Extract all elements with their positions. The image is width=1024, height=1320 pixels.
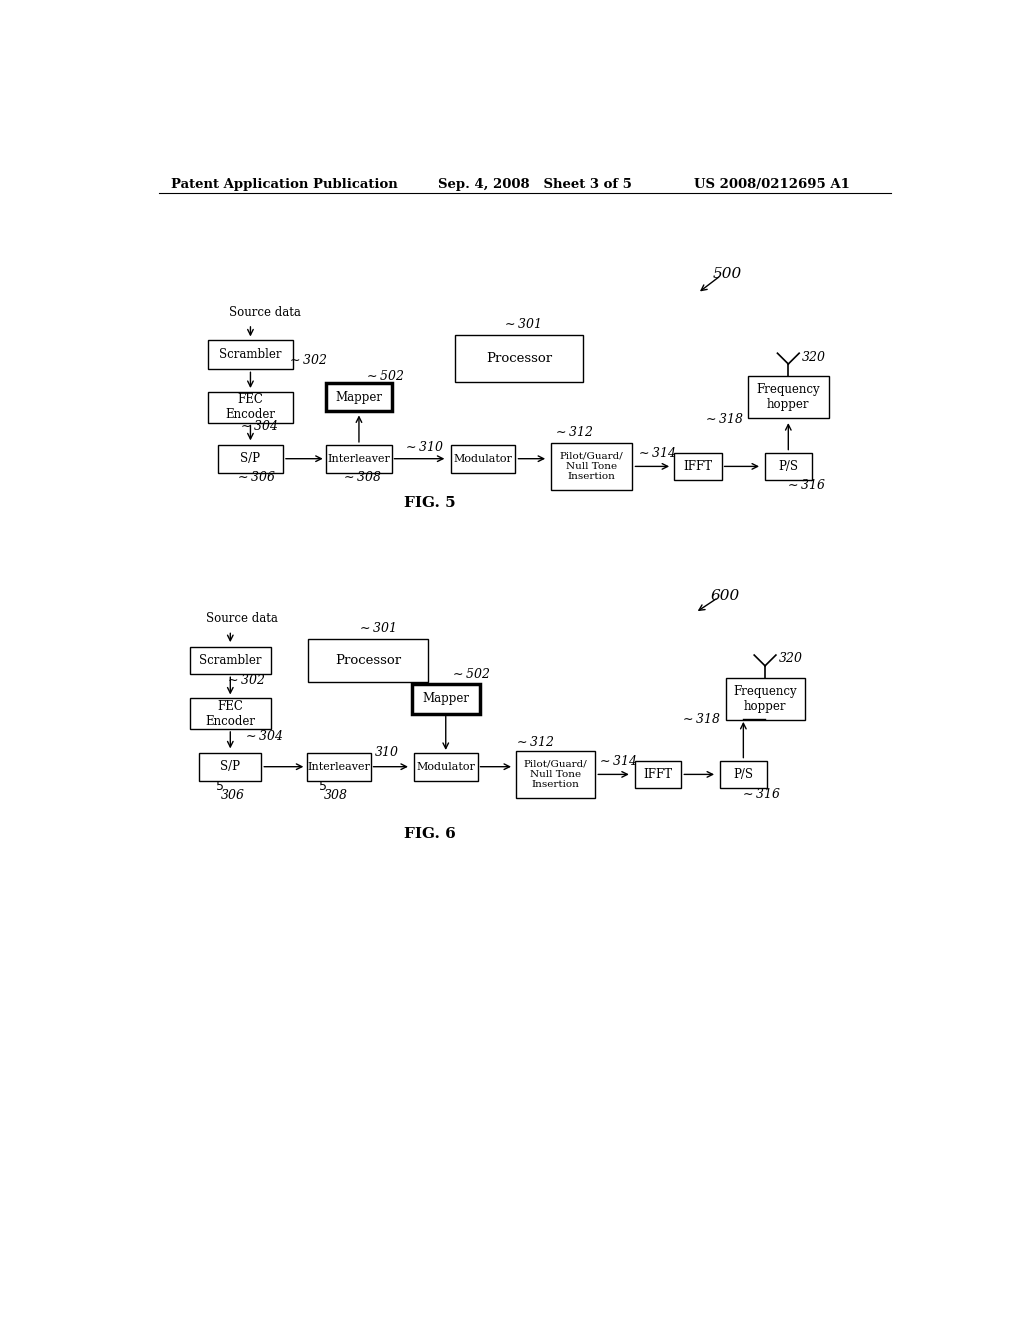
Text: Interleaver: Interleaver xyxy=(328,454,390,463)
Text: $\mathsf{\sim}$502: $\mathsf{\sim}$502 xyxy=(450,668,490,681)
Text: P/S: P/S xyxy=(778,459,799,473)
Text: $\mathsf{\sim}$310: $\mathsf{\sim}$310 xyxy=(403,440,444,454)
Text: 308: 308 xyxy=(324,789,348,803)
Text: Mapper: Mapper xyxy=(336,391,382,404)
Text: Scrambler: Scrambler xyxy=(219,348,282,362)
Text: Scrambler: Scrambler xyxy=(199,653,261,667)
Text: $\mathsf{\sim}$302: $\mathsf{\sim}$302 xyxy=(287,354,328,367)
Text: 600: 600 xyxy=(711,589,740,603)
Text: $\mathsf{\sim}$302: $\mathsf{\sim}$302 xyxy=(225,673,265,688)
Text: US 2008/0212695 A1: US 2008/0212695 A1 xyxy=(693,178,850,190)
Text: $\mathsf{\sim}$312: $\mathsf{\sim}$312 xyxy=(553,425,593,438)
Bar xyxy=(189,698,271,729)
Text: $\mathsf{\sim}$306: $\mathsf{\sim}$306 xyxy=(234,470,275,484)
Bar xyxy=(217,445,284,473)
Text: Interleaver: Interleaver xyxy=(307,762,371,772)
Text: Modulator: Modulator xyxy=(454,454,512,463)
Text: FIG. 5: FIG. 5 xyxy=(404,496,456,511)
Text: $\mathsf{\sim}$312: $\mathsf{\sim}$312 xyxy=(514,735,554,748)
Text: Source data: Source data xyxy=(228,306,301,319)
Text: IFFT: IFFT xyxy=(643,768,673,781)
Bar xyxy=(326,445,392,473)
Bar xyxy=(452,445,515,473)
Text: 320: 320 xyxy=(779,652,803,665)
Text: Modulator: Modulator xyxy=(417,762,475,772)
Text: FEC
Encoder: FEC Encoder xyxy=(205,700,255,727)
Bar xyxy=(208,341,293,370)
Text: $\mathsf{\sim}$301: $\mathsf{\sim}$301 xyxy=(502,317,541,331)
Text: $\mathsf{\sim}$318: $\mathsf{\sim}$318 xyxy=(680,711,721,726)
Text: FIG. 6: FIG. 6 xyxy=(404,828,456,841)
Bar xyxy=(189,647,271,675)
Text: $\mathsf{\sim}$304: $\mathsf{\sim}$304 xyxy=(238,420,279,433)
Text: $\mathsf{\sim}$502: $\mathsf{\sim}$502 xyxy=(365,368,404,383)
Bar xyxy=(726,677,805,721)
Bar xyxy=(200,752,261,780)
Text: $\mathsf{\sim}$314: $\mathsf{\sim}$314 xyxy=(597,754,637,767)
Text: Source data: Source data xyxy=(206,612,278,626)
Text: Mapper: Mapper xyxy=(422,693,469,705)
Bar xyxy=(551,444,632,490)
Text: Processor: Processor xyxy=(486,352,552,366)
Text: 306: 306 xyxy=(221,789,245,803)
Bar xyxy=(674,453,722,480)
Text: Processor: Processor xyxy=(335,653,401,667)
Text: $\mathsf{\sim}$314: $\mathsf{\sim}$314 xyxy=(636,446,676,459)
Text: P/S: P/S xyxy=(733,768,754,781)
Text: $\mathsf{\sim}$304: $\mathsf{\sim}$304 xyxy=(243,729,283,743)
Bar xyxy=(307,752,371,780)
Text: Sep. 4, 2008   Sheet 3 of 5: Sep. 4, 2008 Sheet 3 of 5 xyxy=(438,178,632,190)
Text: $\mathsf{5}$: $\mathsf{5}$ xyxy=(317,780,327,793)
Text: Pilot/Guard/
Null Tone
Insertion: Pilot/Guard/ Null Tone Insertion xyxy=(524,759,588,789)
Text: IFFT: IFFT xyxy=(683,459,712,473)
Text: FEC
Encoder: FEC Encoder xyxy=(225,393,275,421)
Text: $\mathsf{\sim}$301: $\mathsf{\sim}$301 xyxy=(357,622,396,635)
Bar xyxy=(516,751,595,797)
Bar xyxy=(720,760,767,788)
Bar xyxy=(208,392,293,422)
Text: $\mathsf{5}$: $\mathsf{5}$ xyxy=(215,780,223,793)
Bar xyxy=(326,383,392,411)
Text: $\mathsf{\sim}$318: $\mathsf{\sim}$318 xyxy=(703,412,743,425)
Bar xyxy=(456,335,584,383)
Text: $\mathsf{\sim}$316: $\mathsf{\sim}$316 xyxy=(740,787,781,801)
Bar xyxy=(635,760,681,788)
Bar xyxy=(765,453,812,480)
Text: S/P: S/P xyxy=(241,453,260,465)
Text: Frequency
hopper: Frequency hopper xyxy=(733,685,797,713)
Bar xyxy=(414,752,477,780)
Text: $\mathsf{\sim}$308: $\mathsf{\sim}$308 xyxy=(341,470,382,484)
Bar xyxy=(412,684,480,714)
Bar xyxy=(748,376,829,418)
Text: S/P: S/P xyxy=(220,760,241,774)
Text: Frequency
hopper: Frequency hopper xyxy=(757,383,820,411)
Text: $\mathsf{\sim}$316: $\mathsf{\sim}$316 xyxy=(785,478,826,492)
Text: Pilot/Guard/
Null Tone
Insertion: Pilot/Guard/ Null Tone Insertion xyxy=(559,451,624,482)
Text: Patent Application Publication: Patent Application Publication xyxy=(171,178,397,190)
Bar xyxy=(308,639,428,681)
Text: 500: 500 xyxy=(713,267,742,281)
Text: 310: 310 xyxy=(375,746,398,759)
Text: 320: 320 xyxy=(802,351,826,363)
